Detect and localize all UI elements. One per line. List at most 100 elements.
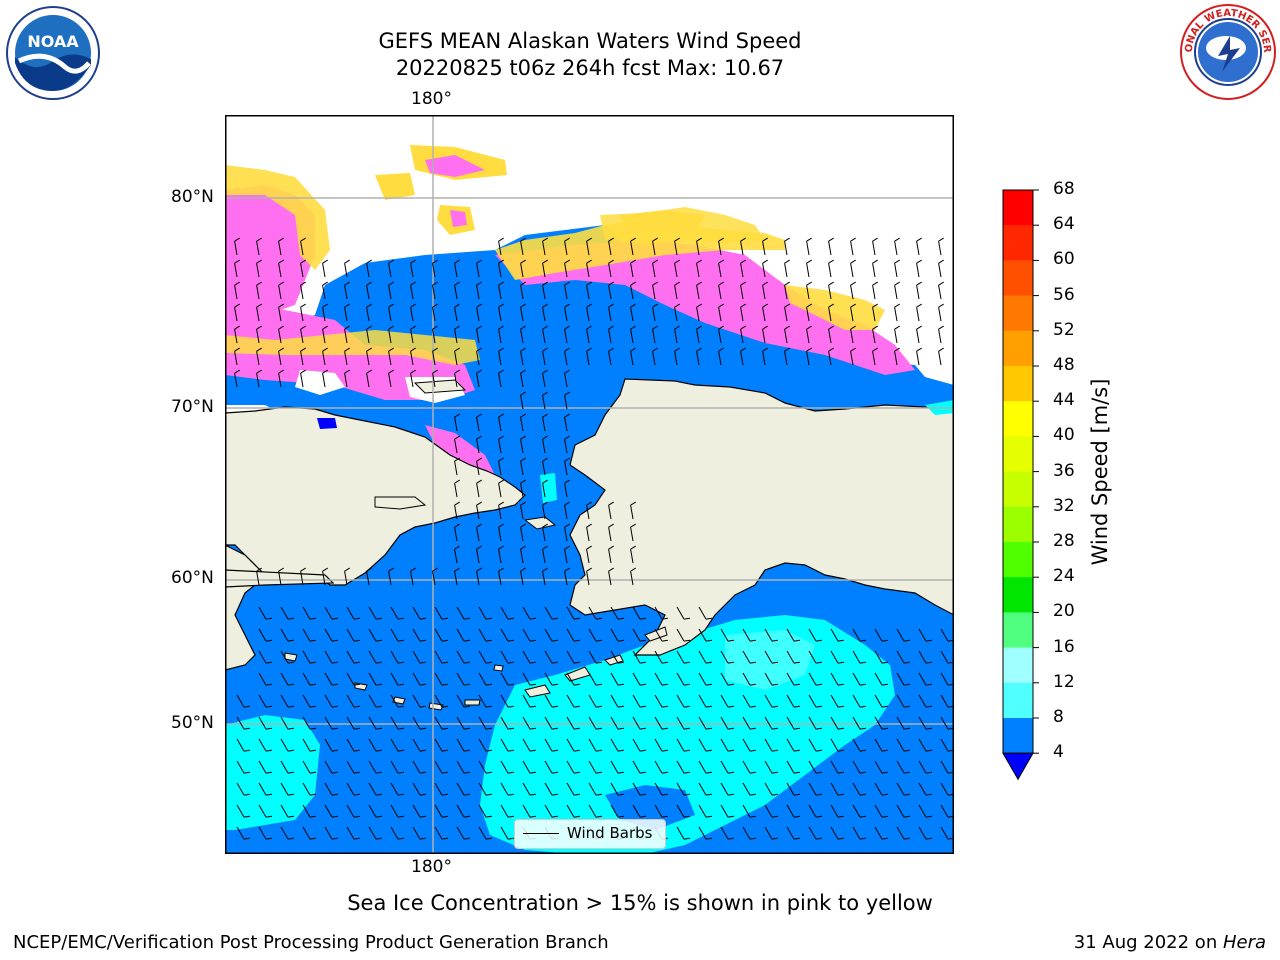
wind-barb-flag xyxy=(529,705,536,708)
wind-barb xyxy=(566,606,575,620)
wind-barb xyxy=(654,804,663,818)
wind-barb xyxy=(852,650,861,664)
wind-barb xyxy=(938,329,942,344)
wind-barb-flag xyxy=(309,705,316,708)
wind-barb-flag xyxy=(498,347,504,352)
wind-barb-flag xyxy=(674,259,680,264)
wind-barb xyxy=(808,716,817,730)
wind-barb xyxy=(632,804,641,818)
wind-barb-flag xyxy=(727,683,734,686)
wind-barb xyxy=(806,285,810,300)
wind-barb xyxy=(940,694,949,708)
wind-barb xyxy=(674,241,678,256)
wind-barb-flag xyxy=(353,815,360,818)
wind-barb-flag xyxy=(564,413,570,418)
wind-barb-flag xyxy=(762,303,768,308)
wind-barb xyxy=(412,760,421,774)
footer-date: 31 Aug 2022 on xyxy=(1073,932,1223,953)
wind-barb xyxy=(564,329,568,344)
wind-barb-flag xyxy=(388,325,394,330)
wind-barb xyxy=(500,782,509,796)
wind-barb xyxy=(896,760,905,774)
wind-barb-flag xyxy=(749,815,756,818)
wind-barb xyxy=(456,782,465,796)
wind-barb-flag xyxy=(542,501,548,506)
wind-barb-flag xyxy=(793,771,800,774)
wind-barb xyxy=(632,672,641,686)
wind-barb-flag xyxy=(718,303,724,308)
wind-barb-flag xyxy=(674,303,680,308)
wind-barb-flag xyxy=(454,325,460,330)
wind-barb xyxy=(520,263,524,278)
wind-barb-flag xyxy=(551,815,558,818)
wind-barb-flag xyxy=(595,771,602,774)
wind-barb xyxy=(478,760,487,774)
wind-barb xyxy=(500,716,509,730)
wind-barb xyxy=(476,285,480,300)
wind-barb xyxy=(256,285,260,300)
wind-barb-flag xyxy=(859,749,866,752)
wind-barb-flag xyxy=(630,523,636,528)
wind-barb-flag xyxy=(586,347,592,352)
wind-barb-flag xyxy=(344,567,350,572)
wind-barb-flag xyxy=(344,281,350,286)
wind-barb xyxy=(586,571,590,586)
wind-barb-flag xyxy=(432,259,438,264)
wind-barb xyxy=(742,628,751,642)
wind-barb xyxy=(500,804,509,818)
wind-barb-flag xyxy=(815,639,822,642)
wind-barb-flag xyxy=(397,837,404,840)
wind-barb-flag xyxy=(639,639,646,642)
wind-barb-flag xyxy=(287,837,294,840)
wind-barb xyxy=(476,329,480,344)
wind-barb-flag xyxy=(740,325,746,330)
wind-barb-flag xyxy=(749,771,756,774)
wind-barb xyxy=(588,606,597,620)
chart-title-line1: GEFS MEAN Alaskan Waters Wind Speed xyxy=(378,29,802,53)
wind-barb xyxy=(786,760,795,774)
wind-barb xyxy=(322,351,326,366)
wind-barb xyxy=(764,760,773,774)
wind-barb-flag xyxy=(881,749,888,752)
wind-barb-flag xyxy=(683,705,690,708)
wind-barb xyxy=(828,307,832,322)
wind-barb-flag xyxy=(454,303,460,308)
wind-barb xyxy=(784,285,788,300)
wind-barb-flag xyxy=(903,727,910,730)
colorbar-tick-label: 32 xyxy=(1053,495,1075,516)
wind-barb-flag xyxy=(718,325,724,330)
wind-barb-flag xyxy=(507,793,514,796)
wind-barb xyxy=(302,760,311,774)
wind-barb xyxy=(498,549,502,564)
wind-barb xyxy=(588,672,597,686)
wind-barb-flag xyxy=(617,705,624,708)
wind-barb-flag xyxy=(520,567,526,572)
wind-barb-flag xyxy=(419,727,426,730)
wind-barb-flag xyxy=(520,501,526,506)
wind-barb xyxy=(388,571,392,586)
wind-barb xyxy=(498,439,502,454)
wind-barb xyxy=(522,650,531,664)
wind-barb xyxy=(346,782,355,796)
wind-barb-flag xyxy=(573,705,580,708)
wind-barb-flag xyxy=(366,369,372,374)
wind-barb-flag xyxy=(793,749,800,752)
wind-barb-flag xyxy=(331,793,338,796)
wind-barb xyxy=(938,241,942,256)
wind-barb-flag xyxy=(639,793,646,796)
wind-barb-flag xyxy=(463,793,470,796)
wind-barb-flag xyxy=(661,749,668,752)
wind-barbs xyxy=(234,237,954,840)
wind-barb-flag xyxy=(771,705,778,708)
wind-barb-flag xyxy=(771,771,778,774)
wind-barb xyxy=(500,738,509,752)
wind-barb xyxy=(368,716,377,730)
wind-barb xyxy=(388,285,392,300)
wind-barb xyxy=(498,571,502,586)
wind-barb xyxy=(698,650,707,664)
wind-barb xyxy=(280,738,289,752)
wind-barb-flag xyxy=(485,661,492,664)
wind-barb-flag xyxy=(595,705,602,708)
wind-barb-flag xyxy=(265,705,272,708)
wind-barb-flag xyxy=(925,793,932,796)
